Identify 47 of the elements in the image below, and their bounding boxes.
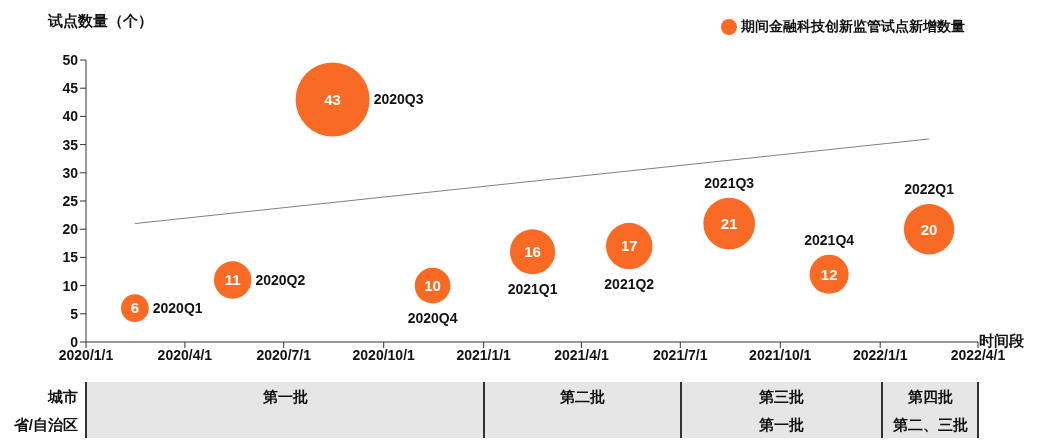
data-label: 11 bbox=[224, 271, 241, 289]
y-tick-label: 30 bbox=[62, 164, 79, 181]
x-tick-label: 2020/4/1 bbox=[157, 346, 213, 363]
text: 第四批 bbox=[906, 388, 954, 407]
text: 城市 bbox=[48, 388, 78, 407]
text: 第三批 bbox=[758, 388, 805, 407]
x-axis-title: 时间段 bbox=[979, 332, 1024, 350]
annotation: 2021Q2 bbox=[604, 276, 655, 293]
x-tick-label: 2020/10/1 bbox=[352, 346, 416, 363]
text: 第一批 bbox=[261, 388, 309, 407]
data-label: 6 bbox=[130, 299, 140, 317]
x-tick-label: 2022/1/1 bbox=[852, 346, 908, 363]
annotation: 2020Q3 bbox=[373, 91, 424, 108]
annotation: 2020Q4 bbox=[407, 310, 458, 327]
data-label: 43 bbox=[324, 90, 341, 108]
annotation: 2020Q1 bbox=[152, 300, 203, 317]
x-tick-label: 2021/1/1 bbox=[456, 346, 512, 363]
y-axis-title: 试点数量（个） bbox=[48, 12, 153, 31]
annotation: 2020Q2 bbox=[255, 271, 306, 288]
x-tick-label: 2020/7/1 bbox=[256, 346, 312, 363]
x-tick-label: 2021/7/1 bbox=[653, 346, 708, 363]
text: 第二批 bbox=[559, 388, 606, 407]
x-tick-label: 2021/4/1 bbox=[554, 346, 609, 363]
annotation: 2021Q1 bbox=[507, 281, 558, 298]
annotation: 2021Q4 bbox=[804, 231, 855, 248]
data-label: 10 bbox=[424, 276, 441, 294]
data-label: 21 bbox=[720, 214, 738, 232]
text: 第二、三批 bbox=[891, 416, 969, 435]
x-tick-label: 2021/10/1 bbox=[749, 346, 812, 363]
annotation: 2022Q1 bbox=[904, 180, 955, 197]
y-tick-label: 40 bbox=[62, 108, 79, 125]
data-label: 20 bbox=[920, 220, 938, 238]
data-label: 12 bbox=[820, 265, 838, 283]
y-tick-label: 50 bbox=[62, 51, 79, 68]
y-tick-label: 5 bbox=[70, 305, 79, 322]
data-label: 16 bbox=[524, 243, 541, 261]
legend-label: 期间金融科技创新监管试点新增数量 bbox=[741, 18, 965, 34]
y-tick-label: 10 bbox=[62, 277, 79, 294]
annotation: 2021Q3 bbox=[704, 174, 755, 191]
y-tick-label: 15 bbox=[62, 249, 79, 266]
y-tick-label: 20 bbox=[62, 221, 79, 238]
y-tick-label: 35 bbox=[62, 136, 79, 153]
y-tick-label: 45 bbox=[62, 80, 79, 97]
data-label: 17 bbox=[620, 237, 638, 255]
text: 第一批 bbox=[758, 416, 805, 435]
text: 省/自治区 bbox=[13, 416, 78, 435]
y-tick-label: 25 bbox=[62, 192, 79, 209]
